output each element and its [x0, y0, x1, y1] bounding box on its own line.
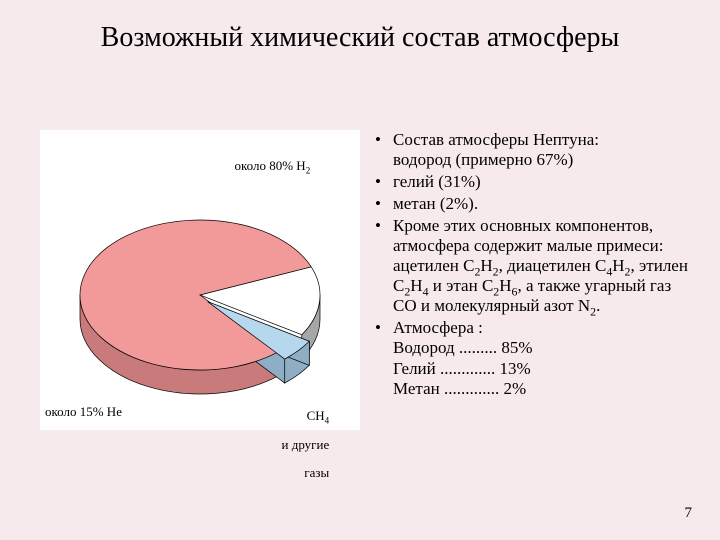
pie-chart: около 80% H2 около 15% He CH4 и другие г… [40, 130, 360, 430]
bullet-item: Состав атмосферы Нептуна:водород (пример… [375, 130, 695, 170]
pie-svg [40, 130, 360, 430]
bullet-item: Атмосфера :Водород ......... 85%Гелий ..… [375, 318, 695, 398]
page-number: 7 [685, 505, 693, 522]
bullet-item: Кроме этих основных компонентов, атмосфе… [375, 216, 695, 316]
pie-label-h2: около 80% H2 [215, 145, 310, 188]
slide: Возможный химический состав атмосферы ок… [0, 0, 720, 540]
bullet-item: метан (2%). [375, 194, 695, 214]
bullet-ul: Состав атмосферы Нептуна:водород (пример… [375, 130, 695, 399]
bullet-item: гелий (31%) [375, 172, 695, 192]
bullet-list: Состав атмосферы Нептуна:водород (пример… [375, 130, 695, 401]
page-title: Возможный химический состав атмосферы [0, 22, 720, 54]
pie-label-ch4: CH4 и другие газы [262, 395, 329, 495]
pie-label-he: около 15% He [45, 405, 122, 419]
